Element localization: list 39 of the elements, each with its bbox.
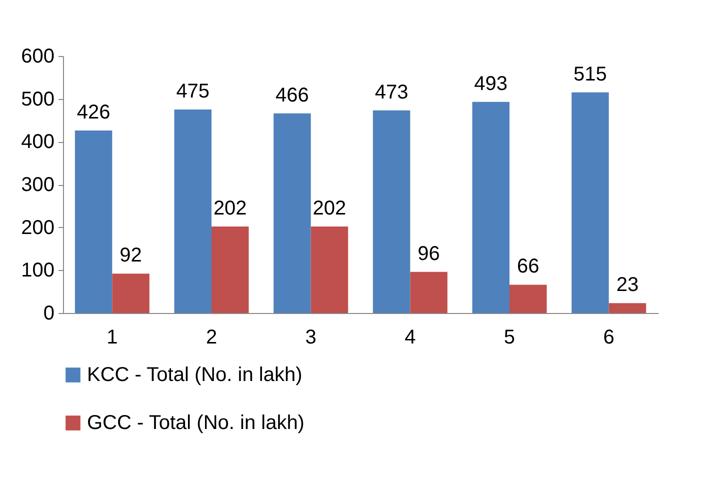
bar [274,113,311,313]
bar [212,226,249,313]
data-label: 96 [418,242,440,265]
data-label: 202 [213,197,247,220]
y-tick-label: 100 [21,260,54,282]
bar [174,110,212,313]
y-tick-label: 400 [21,131,54,154]
y-tick-label: 300 [21,174,54,196]
data-label: 66 [517,256,540,278]
bar [572,92,609,313]
data-label: 202 [312,197,346,220]
data-label: 466 [276,84,309,106]
bar [472,102,510,313]
data-label: 92 [120,244,142,267]
data-label: 473 [374,81,408,104]
bar [608,303,646,313]
data-label: 426 [76,102,110,124]
bar [310,226,348,313]
y-tick-label: 200 [21,216,54,239]
x-tick-label: 2 [206,326,218,348]
y-tick-label: 0 [43,302,54,324]
bar [510,284,547,313]
data-label: 515 [574,63,607,86]
legend-label: GCC - Total (No. in lakh) [87,412,304,434]
x-tick-label: 4 [404,326,416,348]
x-tick-label: 1 [106,326,118,348]
bar [410,272,448,313]
data-label: 475 [176,80,210,103]
bar [74,130,112,313]
y-tick-label: 500 [21,88,54,110]
y-tick-label: 600 [21,46,54,68]
bar [372,110,410,313]
x-tick-label: 6 [603,326,614,348]
data-label: 23 [616,274,639,296]
data-label: 493 [474,72,508,95]
x-tick-label: 3 [305,326,316,348]
x-tick-label: 5 [504,326,516,348]
bar [112,274,150,313]
legend-label: KCC - Total (No. in lakh) [87,364,302,386]
